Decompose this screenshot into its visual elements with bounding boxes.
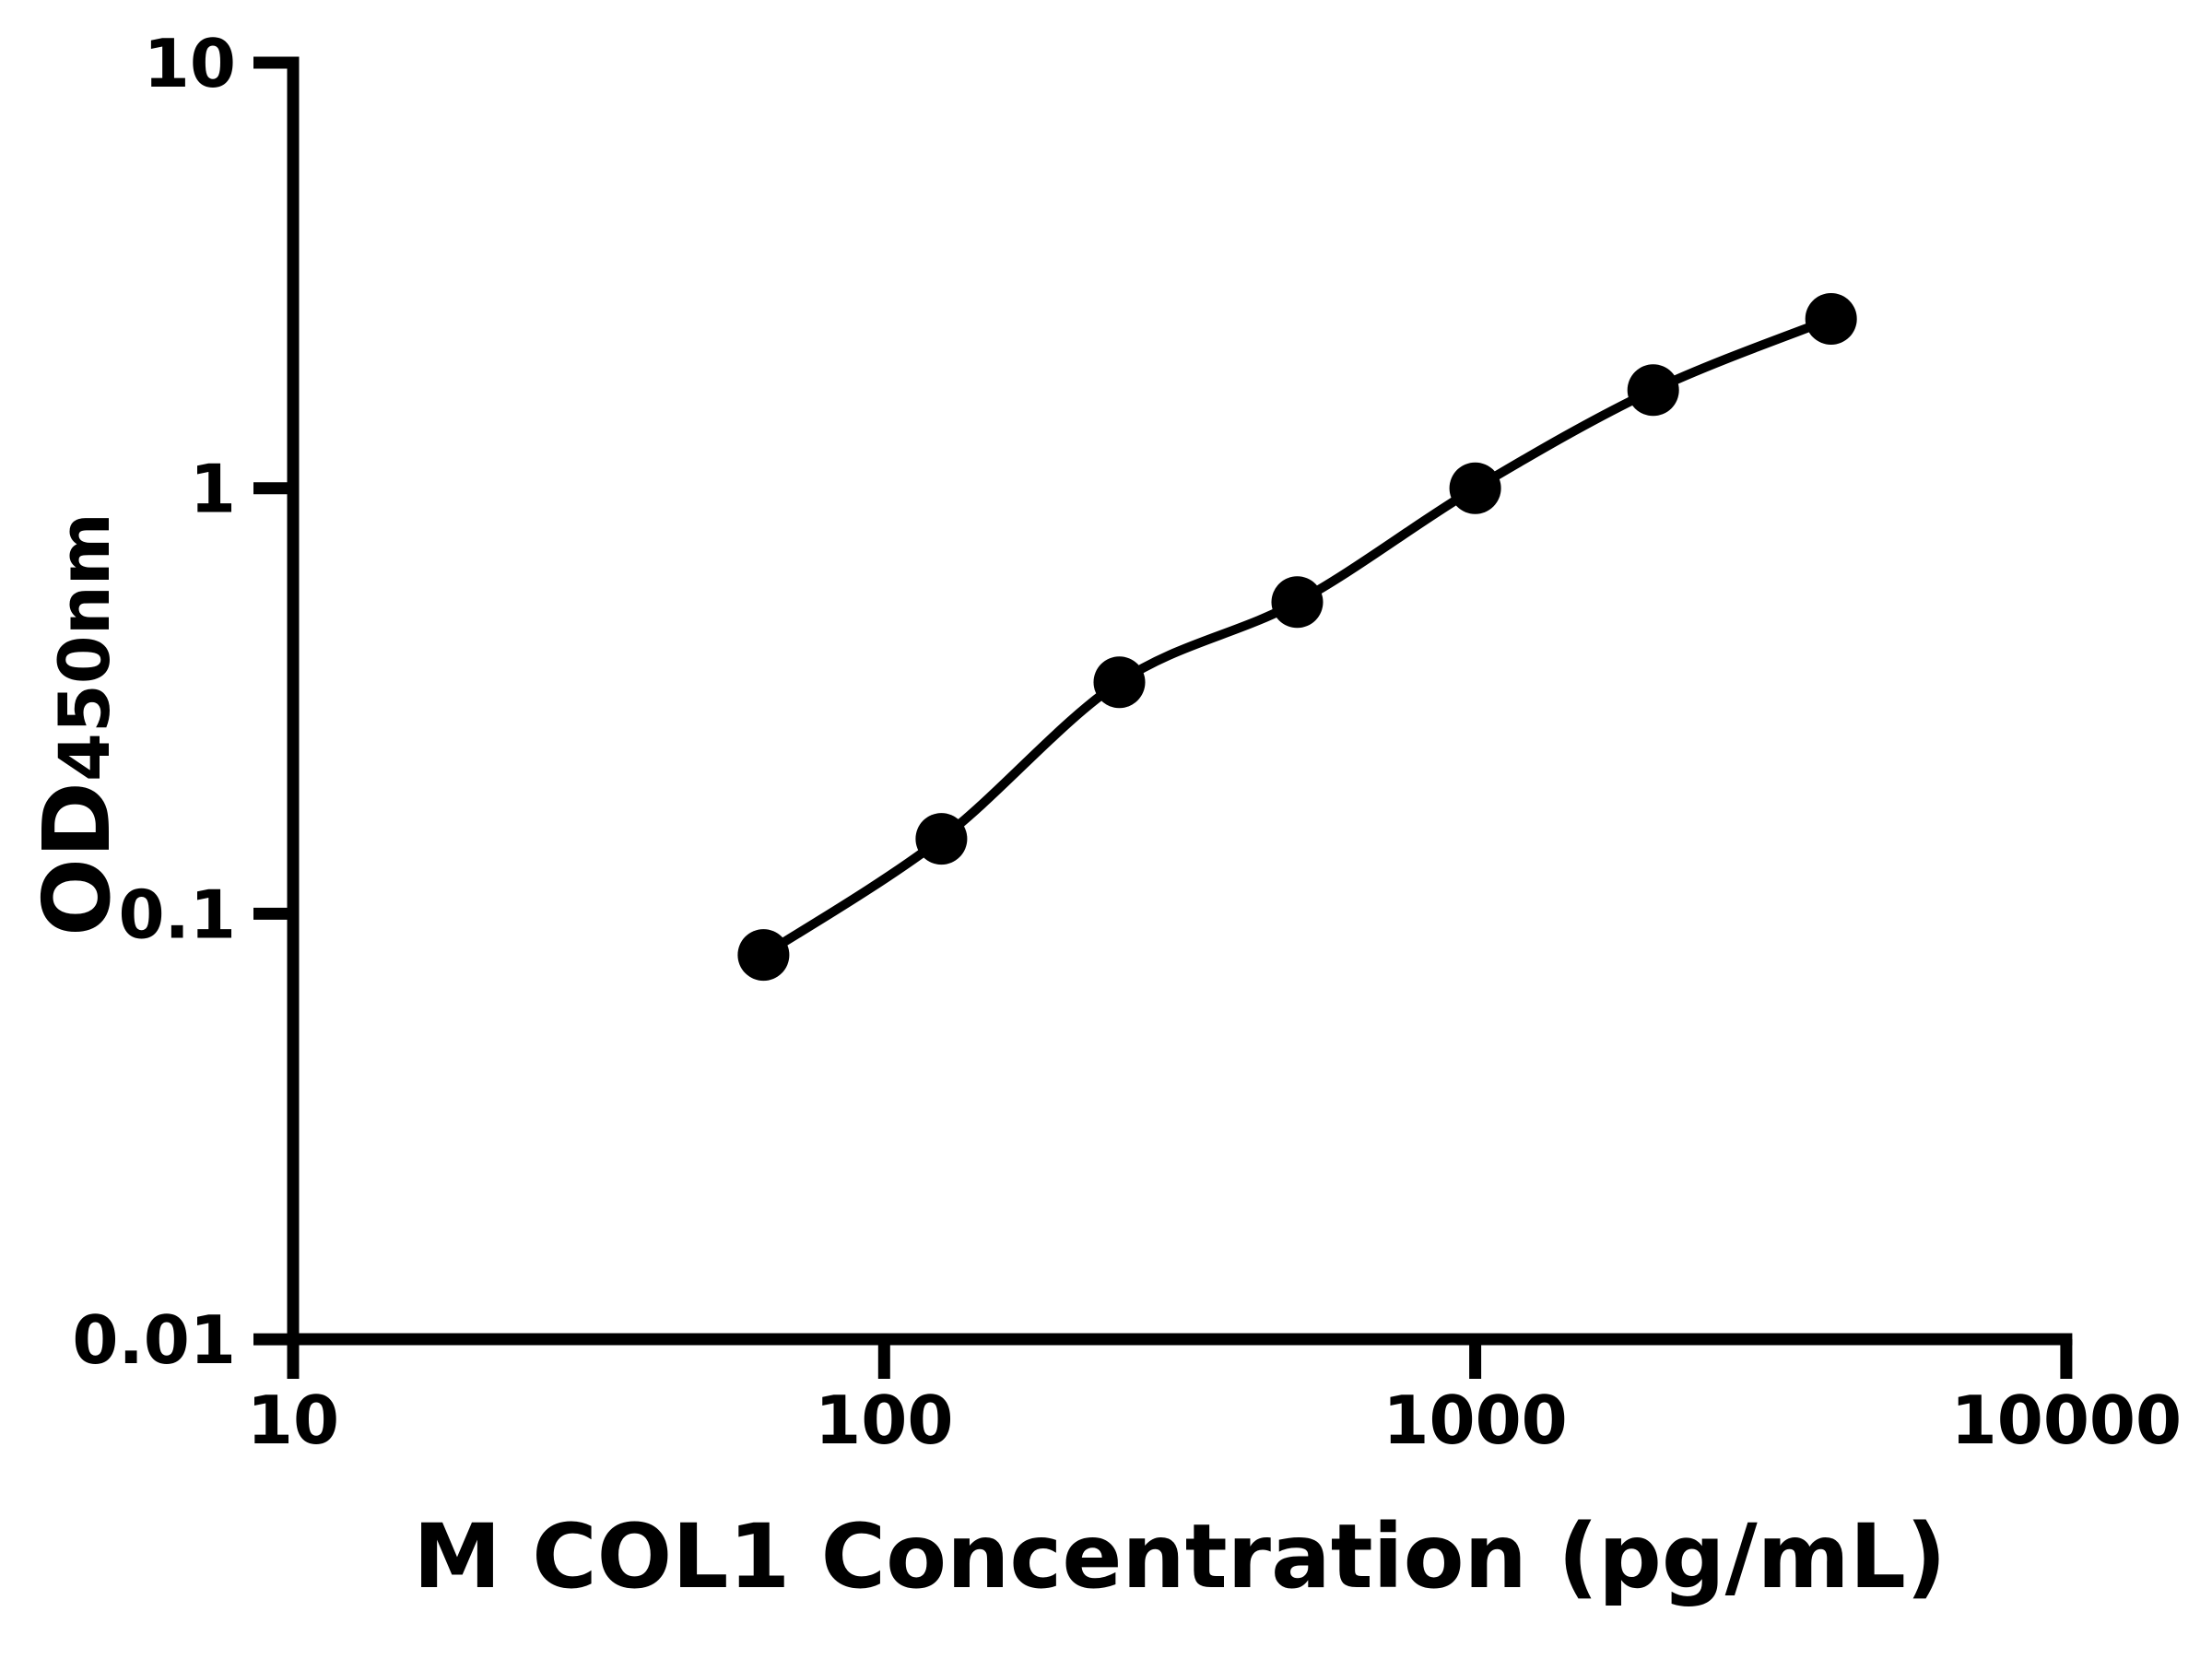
axes [287,56,2073,1346]
data-point [1271,576,1324,629]
tick-marks [253,56,2073,1379]
data-point [737,929,790,982]
y-tick-label: 10 [144,25,236,102]
data-points [737,293,1857,982]
x-axis-title: M COL1 Concentration (pg/mL) [413,1505,1947,1608]
data-point [1627,364,1679,417]
y-tick-label: 0.1 [118,876,236,953]
x-tick-label: 10 [247,1382,339,1459]
fit-curve [759,314,1836,960]
data-point [915,813,968,865]
y-tick-label: 0.01 [72,1301,236,1379]
data-point [1093,656,1146,709]
x-tick-label: 10000 [1951,1382,2183,1459]
y-axis-title-base: OD [23,782,131,936]
x-tick-label: 100 [815,1382,953,1459]
data-point [1805,293,1857,345]
y-axis-title: OD450nm [23,512,131,936]
x-tick-label: 1000 [1382,1382,1567,1459]
y-tick-label: 1 [190,451,236,528]
data-point [1449,462,1501,514]
y-axis-title-subscript: 450nm [43,512,125,782]
tick-labels: 10 100 1000 10000 0.01 0.1 1 10 [72,25,2182,1459]
